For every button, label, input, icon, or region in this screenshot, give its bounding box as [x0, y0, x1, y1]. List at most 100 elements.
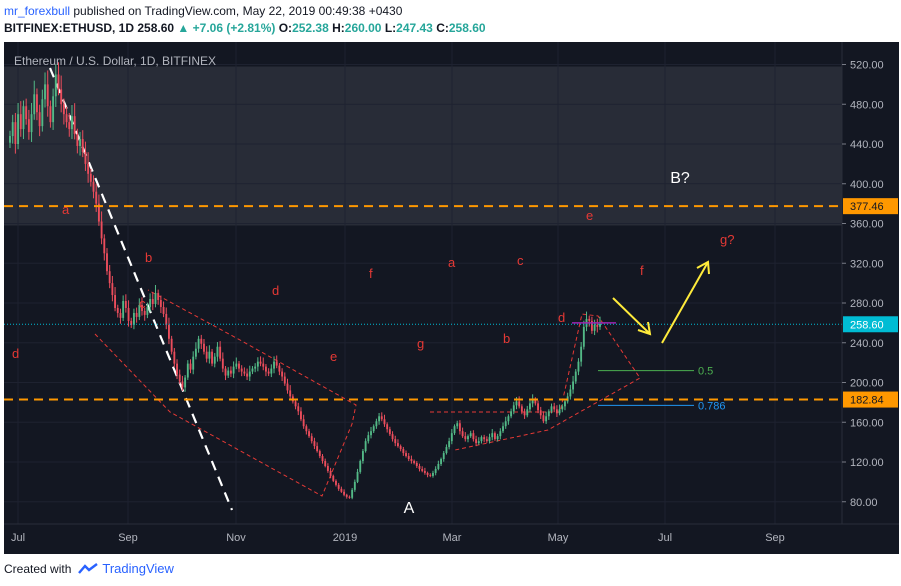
candle-body — [17, 114, 20, 144]
candle-body — [577, 361, 580, 372]
candle-body — [189, 363, 192, 370]
candle-body — [415, 462, 418, 466]
candle-body — [229, 370, 232, 374]
candle-body — [394, 439, 397, 444]
wedge-pattern-line — [94, 289, 357, 497]
candle-body — [391, 434, 394, 440]
price-axis-label: 182.84 — [850, 395, 884, 407]
high-value: 260.00 — [344, 21, 382, 35]
candle-body — [27, 119, 30, 133]
candle-body — [321, 456, 324, 462]
candle-body — [520, 406, 523, 412]
candle-body — [46, 84, 49, 107]
candle-body — [308, 431, 310, 437]
price-tick-label: 360.00 — [850, 219, 884, 231]
time-axis[interactable]: Jul Sep Nov 2019 Mar May Jul Sep — [11, 532, 785, 544]
candle-body — [168, 324, 170, 339]
price-axis-label-box — [843, 316, 898, 333]
symbol-info: BITFINEX:ETHUSD, 1D 258.60 ▲ +7.06 (+2.8… — [4, 21, 486, 35]
price-axis-label: 258.60 — [850, 319, 884, 331]
candle-body — [529, 403, 531, 410]
candle-body — [353, 481, 356, 490]
change-up-icon: ▲ — [177, 21, 190, 35]
candle-body — [580, 346, 583, 362]
time-tick-label: Nov — [226, 532, 246, 544]
candle-body — [297, 406, 300, 412]
time-tick-label: Mar — [443, 532, 462, 544]
candle-body — [553, 406, 556, 410]
candle-body — [87, 163, 90, 174]
price-tick-label: 320.00 — [850, 258, 884, 270]
candle-body — [25, 106, 28, 120]
candle-body — [197, 338, 200, 349]
candle-body — [122, 301, 125, 318]
tradingview-brand: TradingView — [102, 561, 174, 576]
candle-body — [108, 271, 111, 284]
candle-body — [151, 299, 154, 304]
author-link[interactable]: mr_forexbull — [4, 4, 71, 18]
candle-body — [200, 338, 203, 344]
wave-label: e — [330, 349, 337, 364]
candle-body — [154, 293, 157, 304]
publish-text: published on TradingView.com, May 22, 20… — [73, 4, 403, 18]
candle-body — [397, 443, 399, 447]
candle-body — [485, 439, 488, 442]
candle-body — [550, 406, 553, 412]
candle-body — [173, 351, 176, 364]
open-label: O: — [278, 21, 293, 35]
candle-body — [60, 89, 63, 105]
candle-body — [434, 468, 437, 473]
candle-body — [318, 451, 321, 457]
price-chart[interactable]: 0.5 0.786 d a b c d e f g a b c d e f g? A B? Ethereum / … — [0, 42, 901, 554]
candle-body — [582, 326, 585, 347]
wave-label: g? — [720, 232, 734, 247]
candle-body — [399, 446, 402, 450]
trend-line — [48, 67, 234, 511]
created-with-text: Created with — [4, 561, 72, 576]
candle-body — [453, 426, 456, 434]
candle-body — [348, 496, 351, 498]
candle-body — [413, 461, 416, 463]
candle-body — [246, 373, 249, 377]
candle-body — [386, 424, 389, 430]
candle-body — [256, 361, 259, 367]
candle-body — [364, 441, 367, 452]
price-axis[interactable]: 80.00 120.00 160.00 200.00 240.00 280.00 320.0… — [842, 60, 898, 509]
candle-body — [423, 470, 426, 473]
candle-body — [324, 461, 327, 466]
candle-body — [574, 371, 577, 382]
candle-body — [57, 74, 60, 90]
time-tick-label: May — [548, 532, 569, 544]
wave-label: b — [503, 331, 510, 346]
wave-label: a — [62, 202, 70, 217]
candle-body — [496, 436, 499, 440]
price-axis-label: 377.46 — [850, 201, 884, 213]
candle-body — [54, 74, 57, 97]
candle-body — [421, 468, 424, 471]
tradingview-logo[interactable]: TradingView — [77, 561, 174, 576]
candle-body — [132, 312, 135, 325]
candle-body — [512, 405, 515, 412]
candle-body — [345, 494, 348, 497]
candle-body — [146, 306, 149, 315]
candle-body — [181, 381, 184, 388]
candle-body — [262, 363, 265, 367]
candle-body — [450, 433, 453, 442]
candle-body — [251, 368, 254, 372]
price-tick-label: 80.00 — [850, 497, 878, 509]
candle-body — [383, 419, 386, 425]
arrow-head — [696, 260, 710, 275]
candle-body — [539, 410, 542, 416]
candle-body — [33, 94, 36, 115]
candle-body — [97, 203, 100, 222]
candle-body — [294, 401, 297, 407]
candle-body — [569, 389, 572, 397]
candle-body — [402, 449, 405, 454]
candle-body — [159, 300, 162, 307]
candle-body — [76, 134, 79, 146]
candle-body — [332, 475, 335, 481]
annotations: d a b c d e f g a b c d e f g? A B? — [12, 170, 734, 517]
wave-label: d — [272, 283, 279, 298]
candle-body — [310, 436, 313, 442]
candle-body — [440, 459, 442, 464]
